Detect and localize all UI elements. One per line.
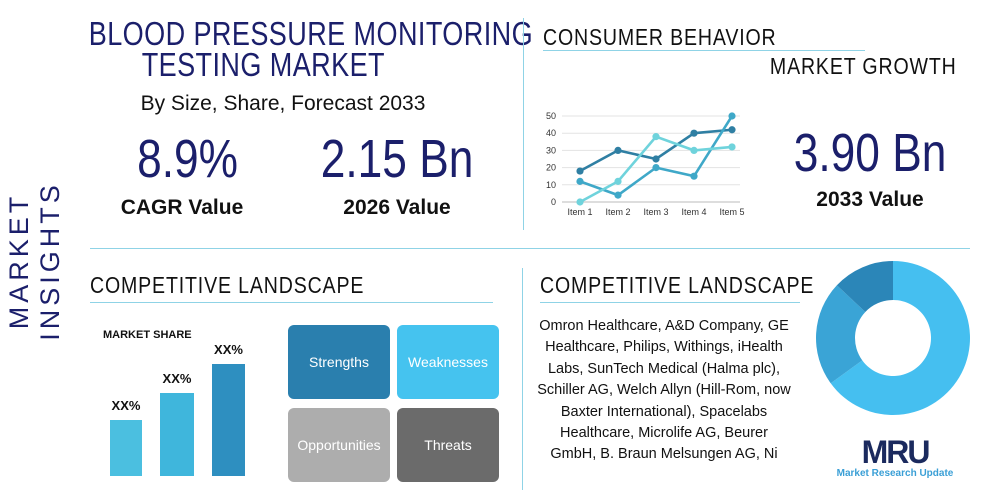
data-point bbox=[652, 133, 660, 141]
x-tick-label: Item 3 bbox=[643, 207, 668, 217]
data-point bbox=[690, 129, 698, 137]
line-chart: 0 10 20 30 40 50 Item 1 Item 2 Item 3 Item 4 Item … bbox=[546, 111, 745, 217]
underline bbox=[90, 302, 493, 303]
label-2033: 2033 Value bbox=[816, 188, 924, 211]
data-point bbox=[614, 177, 622, 185]
label-2026: 2026 Value bbox=[343, 196, 451, 219]
market-share-bar bbox=[110, 420, 142, 476]
underline bbox=[540, 302, 800, 303]
value-2033: 3.90 Bn bbox=[793, 123, 947, 183]
divider bbox=[522, 268, 523, 490]
data-point bbox=[652, 164, 660, 172]
swot-opportunities: Opportunities bbox=[288, 408, 390, 482]
divider bbox=[90, 248, 970, 249]
data-point bbox=[690, 172, 698, 180]
underline bbox=[543, 50, 865, 51]
bar-label: XX% bbox=[111, 398, 141, 414]
data-point bbox=[728, 143, 736, 151]
companies-list: Omron Healthcare, A&D Company, GE Health… bbox=[537, 318, 791, 463]
data-point bbox=[576, 198, 584, 206]
cagr-value: 8.9% bbox=[137, 129, 239, 189]
y-tick-label: 40 bbox=[546, 128, 556, 138]
market-growth-heading: MARKET GROWTH bbox=[770, 53, 957, 79]
logo: MRU Market Research Update bbox=[836, 434, 954, 479]
donut-chart bbox=[816, 261, 970, 415]
y-tick-label: 10 bbox=[546, 180, 556, 190]
swot-strengths: Strengths bbox=[288, 325, 390, 399]
x-tick-label: Item 1 bbox=[567, 207, 592, 217]
data-point bbox=[614, 191, 622, 199]
x-tick-label: Item 2 bbox=[605, 207, 630, 217]
market-share-bar bbox=[212, 364, 245, 476]
swot-weaknesses: Weaknesses bbox=[397, 325, 499, 399]
x-tick-label: Item 5 bbox=[719, 207, 744, 217]
data-point bbox=[614, 146, 622, 154]
competitive-landscape-heading-right: COMPETITIVE LANDSCAPE bbox=[540, 272, 815, 298]
side-label: MARKET INSIGHTS bbox=[4, 181, 65, 341]
value-2026: 2.15 Bn bbox=[320, 129, 474, 189]
y-tick-label: 20 bbox=[546, 163, 556, 173]
market-share-bars: XX% XX% XX% bbox=[100, 340, 260, 500]
data-point bbox=[576, 167, 584, 175]
competitive-landscape-heading: COMPETITIVE LANDSCAPE bbox=[90, 272, 365, 298]
donut-slice bbox=[816, 285, 866, 384]
donut-slice bbox=[836, 261, 893, 312]
y-tick-label: 0 bbox=[551, 197, 556, 207]
data-point bbox=[728, 112, 736, 120]
page-title: BLOOD PRESSURE MONITORING TESTING MARKET bbox=[88, 15, 534, 83]
donut-slice bbox=[830, 261, 970, 415]
data-point bbox=[652, 155, 660, 163]
market-share-bar bbox=[160, 392, 194, 476]
data-point bbox=[690, 146, 698, 154]
subtitle: By Size, Share, Forecast 2033 bbox=[140, 92, 426, 115]
cagr-label: CAGR Value bbox=[120, 196, 244, 219]
data-point bbox=[576, 177, 584, 185]
bar-label: XX% bbox=[214, 342, 243, 358]
consumer-behavior-heading: CONSUMER BEHAVIOR bbox=[543, 24, 777, 50]
bar-label: XX% bbox=[162, 370, 192, 386]
swot-threats: Threats bbox=[397, 408, 499, 482]
market-share-label: MARKET SHARE bbox=[103, 329, 192, 341]
y-tick-label: 30 bbox=[546, 145, 556, 155]
x-tick-label: Item 4 bbox=[681, 207, 706, 217]
y-tick-label: 50 bbox=[546, 111, 556, 121]
divider bbox=[523, 18, 524, 230]
data-point bbox=[728, 126, 736, 134]
